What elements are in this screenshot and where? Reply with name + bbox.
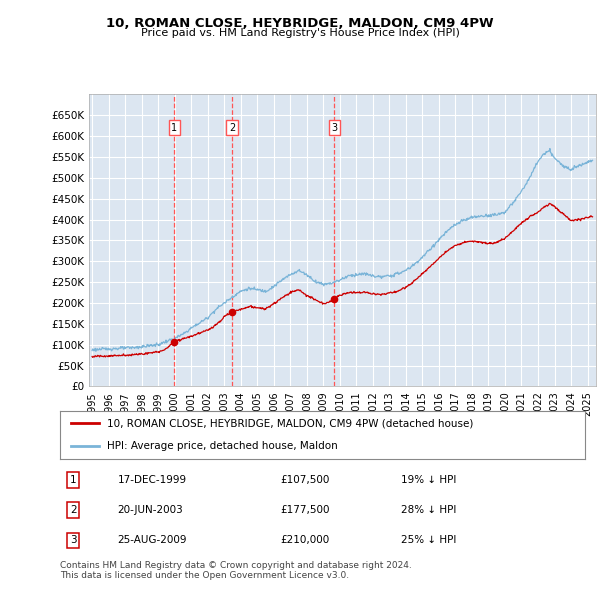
Text: 25% ↓ HPI: 25% ↓ HPI (401, 536, 457, 545)
Text: 2: 2 (229, 123, 235, 133)
Text: 17-DEC-1999: 17-DEC-1999 (118, 476, 187, 485)
Text: 10, ROMAN CLOSE, HEYBRIDGE, MALDON, CM9 4PW: 10, ROMAN CLOSE, HEYBRIDGE, MALDON, CM9 … (106, 17, 494, 30)
Text: 2: 2 (70, 506, 76, 515)
Text: 28% ↓ HPI: 28% ↓ HPI (401, 506, 457, 515)
Text: 10, ROMAN CLOSE, HEYBRIDGE, MALDON, CM9 4PW (detached house): 10, ROMAN CLOSE, HEYBRIDGE, MALDON, CM9 … (107, 418, 473, 428)
Text: £177,500: £177,500 (281, 506, 330, 515)
Text: This data is licensed under the Open Government Licence v3.0.: This data is licensed under the Open Gov… (60, 571, 349, 579)
Text: HPI: Average price, detached house, Maldon: HPI: Average price, detached house, Mald… (107, 441, 338, 451)
Text: Price paid vs. HM Land Registry's House Price Index (HPI): Price paid vs. HM Land Registry's House … (140, 28, 460, 38)
Text: 1: 1 (171, 123, 177, 133)
Text: 1: 1 (70, 476, 76, 485)
Text: £107,500: £107,500 (281, 476, 330, 485)
Text: 20-JUN-2003: 20-JUN-2003 (118, 506, 184, 515)
Text: Contains HM Land Registry data © Crown copyright and database right 2024.: Contains HM Land Registry data © Crown c… (60, 560, 412, 569)
Text: 25-AUG-2009: 25-AUG-2009 (118, 536, 187, 545)
Text: 19% ↓ HPI: 19% ↓ HPI (401, 476, 457, 485)
Text: 3: 3 (331, 123, 337, 133)
Text: 3: 3 (70, 536, 76, 545)
Text: £210,000: £210,000 (281, 536, 330, 545)
